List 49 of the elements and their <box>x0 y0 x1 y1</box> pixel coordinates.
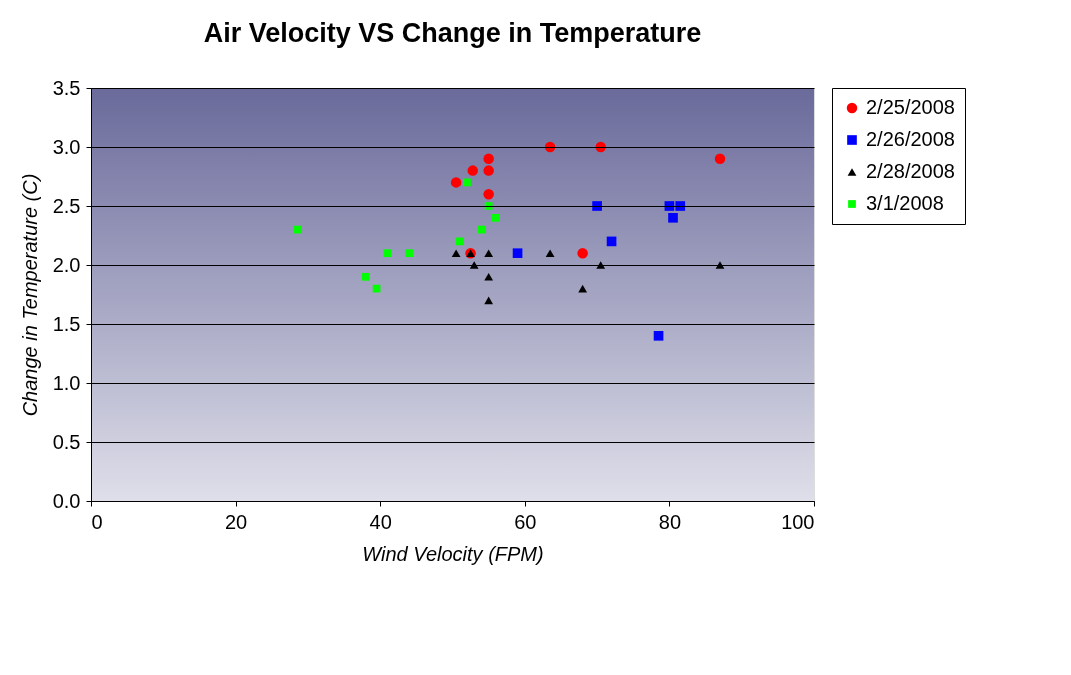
point <box>596 261 606 269</box>
point <box>483 188 494 200</box>
point <box>383 249 392 258</box>
point <box>484 273 494 281</box>
y-axis-title: Change in Temperature (C) <box>18 173 41 417</box>
point <box>450 177 462 188</box>
point <box>653 330 664 341</box>
point <box>675 201 686 211</box>
point <box>451 249 461 257</box>
point <box>293 225 301 234</box>
point <box>545 249 555 257</box>
x-tick-label: 60 <box>514 510 537 533</box>
point <box>668 212 678 223</box>
y-tick-label: 2.5 <box>52 194 81 217</box>
chart-title: Air Velocity VS Change in Temperature <box>203 18 702 48</box>
point <box>455 237 464 246</box>
y-tick-label: 0.5 <box>52 430 81 453</box>
point <box>577 247 588 259</box>
y-tick-label: 3.0 <box>52 135 81 158</box>
legend-label: 2/25/2008 <box>866 96 955 118</box>
point <box>512 248 523 259</box>
y-tick-label: 2.0 <box>52 253 81 276</box>
point <box>467 165 478 176</box>
point <box>484 296 494 305</box>
point <box>492 213 500 222</box>
point <box>405 249 413 258</box>
legend-label: 2/28/2008 <box>866 160 955 182</box>
point <box>714 153 726 165</box>
x-tick-label: 40 <box>369 510 392 533</box>
y-tick-label: 0.0 <box>52 489 81 512</box>
point <box>484 249 494 257</box>
x-tick-label: 20 <box>224 510 248 533</box>
x-tick-label: 100 <box>781 510 815 533</box>
legend-label: 2/26/2008 <box>866 128 955 150</box>
point <box>578 284 588 293</box>
x-tick-label: 80 <box>658 510 682 533</box>
point <box>483 165 494 176</box>
point <box>715 261 725 269</box>
x-tick-label: 0 <box>91 510 103 533</box>
point <box>484 202 493 210</box>
y-tick-label: 1.5 <box>52 312 81 335</box>
point <box>592 201 602 211</box>
y-tick-label: 3.5 <box>52 76 81 99</box>
x-axis-title: Wind Velocity (FPM) <box>362 542 544 565</box>
y-tick-label: 1.0 <box>52 371 81 394</box>
point <box>463 178 471 187</box>
point <box>361 272 370 281</box>
legend-label: 3/1/2008 <box>866 192 944 214</box>
point <box>483 153 494 165</box>
